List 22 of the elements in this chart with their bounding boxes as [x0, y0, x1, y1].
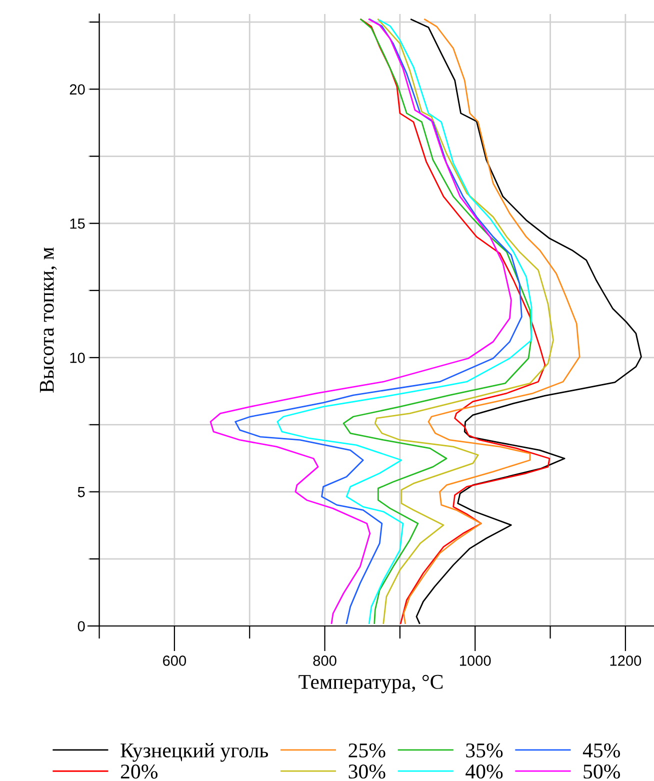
legend-label: 25% — [348, 743, 386, 758]
legend-label: 40% — [466, 764, 503, 779]
x-tick-label: 800 — [313, 656, 336, 666]
legend-label: Кузнецкий уголь — [120, 742, 268, 762]
x-tick-label: 1200 — [610, 656, 642, 666]
y-tick-label: 5 — [78, 487, 85, 498]
legend-label: 45% — [582, 743, 620, 758]
legend-label: 20% — [120, 764, 158, 779]
legend-label: 50% — [584, 764, 620, 779]
y-axis-title: Высота топки, м — [40, 247, 57, 393]
line-series — [342, 18, 532, 624]
x-axis-title: Температура, °C — [298, 674, 443, 694]
y-tick-label: 0 — [78, 621, 85, 632]
legend-label: 35% — [466, 743, 503, 758]
line-series — [403, 18, 580, 624]
y-tick-label: 10 — [70, 352, 85, 364]
legend-label: 30% — [348, 764, 386, 779]
y-tick-label: 20 — [70, 84, 85, 95]
line-series — [276, 19, 532, 624]
y-tick-label: 15 — [70, 218, 85, 229]
x-tick-label: 1000 — [460, 656, 491, 666]
x-tick-label: 600 — [163, 656, 186, 666]
